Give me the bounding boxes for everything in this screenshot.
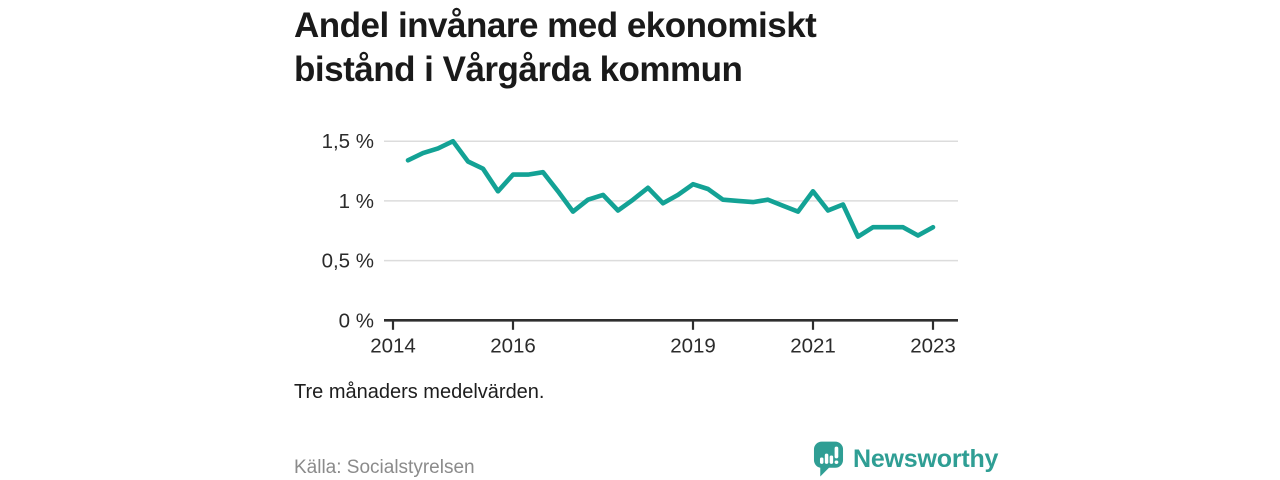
x-tick-label: 2023 — [910, 335, 956, 358]
x-tick-label: 2014 — [370, 335, 416, 358]
y-tick-label: 0 % — [339, 309, 374, 332]
chart-title-line-1: Andel invånare med ekonomiskt — [294, 6, 817, 45]
chart-title: Andel invånare med ekonomiskt bistånd i … — [294, 4, 817, 92]
y-tick-label: 1 % — [339, 190, 374, 213]
chart-title-line-2: bistånd i Vårgårda kommun — [294, 50, 743, 89]
source-caption: Källa: Socialstyrelsen — [294, 457, 475, 478]
x-tick-label: 2016 — [490, 335, 536, 358]
newsworthy-speech-bubble-chart-icon — [813, 441, 844, 477]
chart-footnote: Tre månaders medelvärden. — [294, 381, 545, 403]
newsworthy-logo: Newsworthy — [813, 440, 998, 478]
newsworthy-wordmark: Newsworthy — [853, 444, 999, 473]
data-line — [405, 138, 936, 239]
y-tick-label: 0,5 % — [322, 250, 374, 273]
y-tick-label: 1,5 % — [322, 130, 374, 153]
x-tick-label: 2019 — [670, 335, 716, 358]
x-tick-label: 2021 — [790, 335, 836, 358]
